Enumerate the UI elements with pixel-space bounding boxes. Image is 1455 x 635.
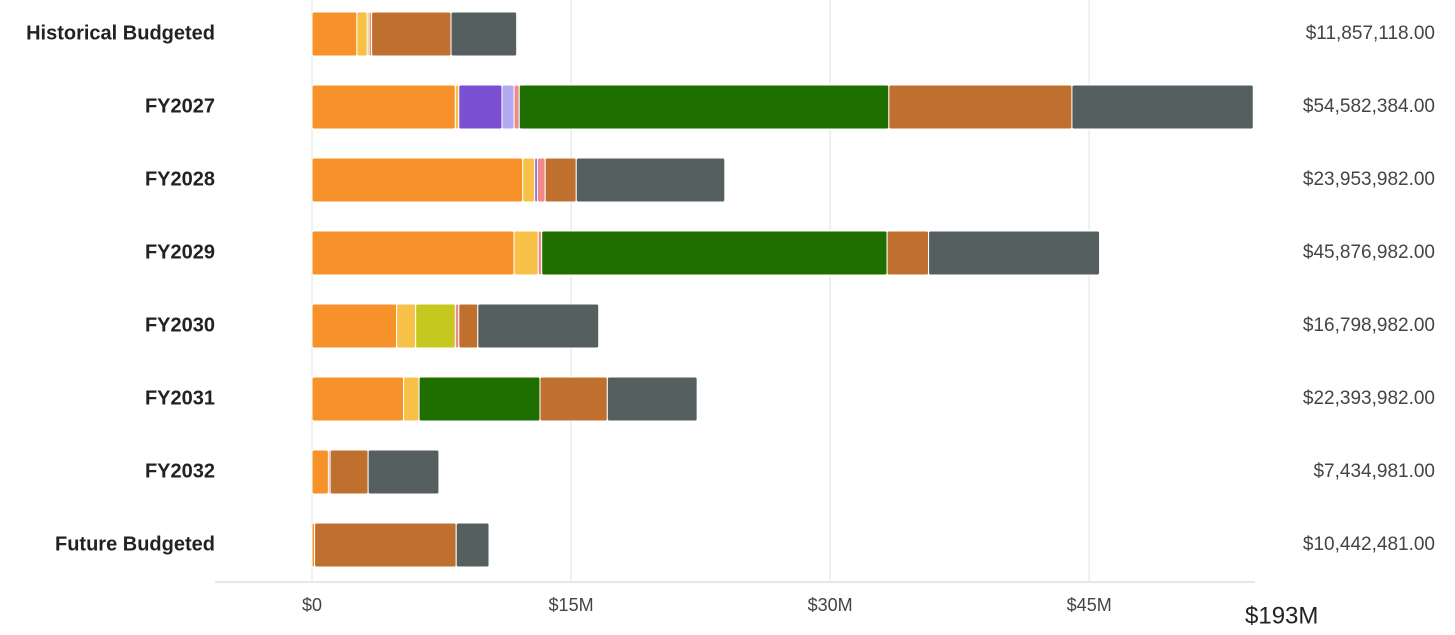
bar-segment — [418, 376, 541, 422]
total-label: $23,953,982.00 — [1303, 169, 1435, 190]
total-label: $11,857,118.00 — [1306, 23, 1435, 44]
x-tick-label: $0 — [302, 595, 322, 615]
bar-segment — [575, 157, 726, 203]
bar-segment — [454, 84, 460, 130]
bar-segment — [518, 84, 890, 130]
bar-segment — [1071, 84, 1254, 130]
bar-segment — [454, 303, 460, 349]
bar-segment — [311, 303, 398, 349]
bar-segment — [311, 449, 329, 495]
annotation: $193M — [1245, 602, 1318, 629]
bar-segment — [311, 84, 456, 130]
bar-segment — [311, 11, 358, 57]
y-tick-label: FY2032 — [145, 460, 215, 482]
bar-segment — [396, 303, 417, 349]
bar-segment — [367, 449, 440, 495]
y-tick-label: FY2029 — [145, 241, 215, 263]
total-label: $7,434,981.00 — [1313, 461, 1435, 482]
bar-segment — [403, 376, 420, 422]
y-tick-label: FY2031 — [145, 387, 215, 409]
x-tick-label: $45M — [1067, 595, 1112, 615]
x-tick-label: $30M — [808, 595, 853, 615]
bar-segment — [314, 522, 457, 568]
bar-segment — [450, 11, 518, 57]
bar-segment — [537, 230, 543, 276]
bar-segment — [329, 449, 369, 495]
x-tick-label: $15M — [549, 595, 594, 615]
bar-segment — [544, 157, 577, 203]
bar-segment — [522, 157, 536, 203]
bar-segment — [886, 230, 930, 276]
bar-segment — [458, 84, 503, 130]
bar-segment — [606, 376, 698, 422]
y-tick-label: FY2028 — [145, 168, 215, 190]
bar-segment — [455, 522, 490, 568]
bar-segment — [501, 84, 515, 130]
bar-segment — [311, 230, 515, 276]
bar-segment — [513, 84, 520, 130]
bar-segment — [311, 157, 524, 203]
y-tick-label: Historical Budgeted — [26, 22, 215, 44]
bar-segment — [371, 11, 452, 57]
bar-segment — [541, 230, 888, 276]
bar-segment — [888, 84, 1073, 130]
y-tick-label: FY2027 — [145, 95, 215, 117]
bar-segment — [477, 303, 600, 349]
y-tick-label: FY2030 — [145, 314, 215, 336]
bar-segment — [458, 303, 479, 349]
bar-segment — [539, 376, 608, 422]
total-label: $45,876,982.00 — [1303, 242, 1435, 263]
bar-segment — [311, 376, 405, 422]
bar-segment — [928, 230, 1101, 276]
bar-segment — [513, 230, 539, 276]
total-label: $10,442,481.00 — [1303, 534, 1435, 555]
total-label: $54,582,384.00 — [1303, 96, 1435, 117]
total-label: $16,798,982.00 — [1303, 315, 1435, 336]
y-tick-label: Future Budgeted — [55, 533, 215, 555]
bar-segment — [536, 157, 546, 203]
total-label: $22,393,982.00 — [1303, 388, 1435, 409]
bar-segment — [356, 11, 368, 57]
bar-segment — [415, 303, 456, 349]
